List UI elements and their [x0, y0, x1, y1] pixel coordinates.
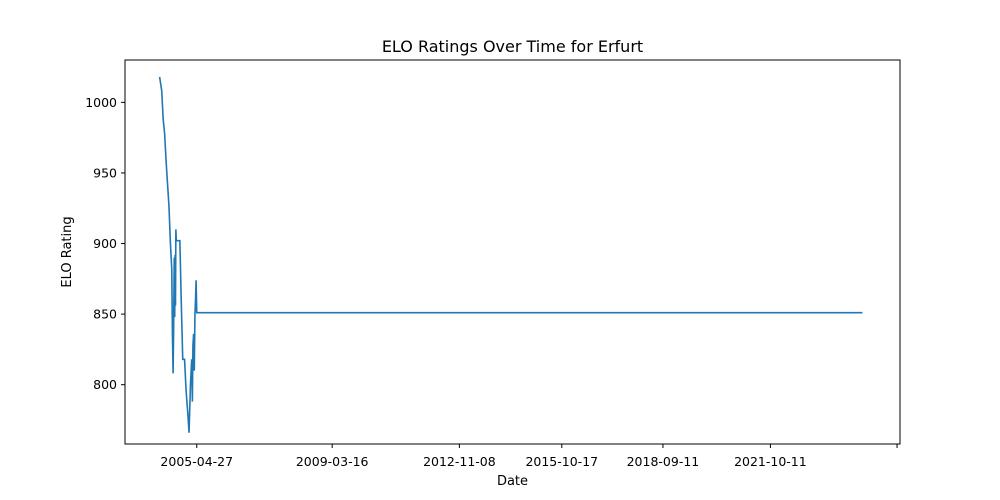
chart-title: ELO Ratings Over Time for Erfurt [382, 37, 643, 56]
x-tick-label: 2009-03-16 [296, 454, 369, 469]
x-tick-label: 2021-10-11 [734, 454, 807, 469]
y-axis-ticks: 800 850 900 950 1000 [85, 95, 125, 392]
x-tick-label: 2005-04-27 [160, 454, 233, 469]
y-tick-label: 950 [93, 165, 117, 180]
y-tick-label: 900 [93, 236, 117, 251]
series-layer [158, 76, 863, 433]
y-tick-label: 850 [93, 307, 117, 322]
y-tick-label: 1000 [85, 95, 117, 110]
plot-frame [124, 59, 901, 445]
x-tick-label: 2012-11-08 [423, 454, 496, 469]
x-tick-label: 2015-10-17 [525, 454, 598, 469]
y-axis-label: ELO Rating [60, 216, 75, 287]
x-tick-label: 2018-09-11 [627, 454, 700, 469]
x-axis-ticks: 2005-04-27 2009-03-16 2012-11-08 2015-10-17… [160, 444, 898, 469]
y-tick-label: 800 [93, 377, 117, 392]
elo-rating-line [158, 76, 863, 433]
x-axis-label: Date [497, 474, 528, 489]
